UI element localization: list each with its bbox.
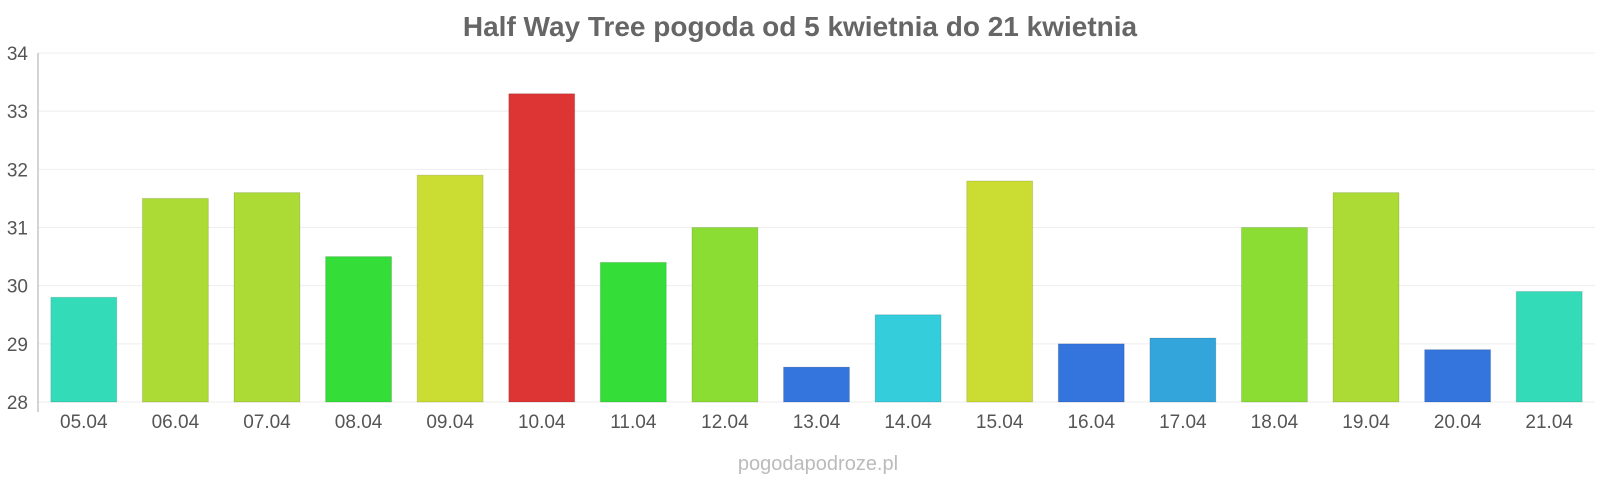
bar-20.04 bbox=[1424, 349, 1492, 403]
y-tick-label: 31 bbox=[7, 219, 28, 240]
bar-21.04 bbox=[1515, 290, 1583, 403]
x-tick-label: 16.04 bbox=[1067, 412, 1115, 433]
x-tick-label: 20.04 bbox=[1434, 412, 1482, 433]
bars bbox=[50, 93, 1583, 403]
x-tick-label: 05.04 bbox=[60, 412, 108, 433]
bar-17.04 bbox=[1149, 337, 1217, 403]
y-tick-label: 28 bbox=[7, 393, 28, 414]
bar-11.04 bbox=[599, 261, 667, 403]
bar-08.04 bbox=[325, 256, 393, 403]
bar-18.04 bbox=[1240, 227, 1308, 403]
bar-14.04 bbox=[874, 314, 942, 403]
x-tick-label: 10.04 bbox=[518, 412, 566, 433]
x-tick-label: 12.04 bbox=[701, 412, 749, 433]
x-tick-label: 18.04 bbox=[1251, 412, 1299, 433]
chart-title: Half Way Tree pogoda od 5 kwietnia do 21… bbox=[463, 11, 1138, 42]
y-tick-label: 33 bbox=[7, 102, 28, 123]
y-tick-label: 30 bbox=[7, 277, 28, 298]
x-axis-ticks: 05.04 06.04 07.04 08.04 09.04 10.04 11.04 12.04… bbox=[60, 412, 1573, 433]
x-tick-label: 14.04 bbox=[884, 412, 932, 433]
x-tick-label: 08.04 bbox=[335, 412, 383, 433]
y-tick-label: 32 bbox=[7, 160, 28, 181]
bar-09.04 bbox=[416, 174, 484, 403]
bar-12.04 bbox=[691, 227, 759, 403]
bar-16.04 bbox=[1057, 343, 1125, 403]
bar-07.04 bbox=[233, 192, 301, 403]
x-tick-label: 19.04 bbox=[1342, 412, 1390, 433]
bar-15.04 bbox=[966, 180, 1034, 403]
site-credit: pogodapodroze.pl bbox=[738, 453, 898, 475]
y-axis-ticks: 28 29 30 31 32 33 34 bbox=[7, 44, 29, 414]
x-tick-label: 07.04 bbox=[243, 412, 291, 433]
bar-05.04 bbox=[50, 296, 118, 403]
bar-13.04 bbox=[783, 366, 850, 403]
bar-06.04 bbox=[141, 197, 209, 403]
x-tick-label: 13.04 bbox=[793, 412, 841, 433]
x-tick-label: 06.04 bbox=[152, 412, 200, 433]
x-tick-label: 21.04 bbox=[1525, 412, 1573, 433]
x-tick-label: 15.04 bbox=[976, 412, 1024, 433]
bar-19.04 bbox=[1332, 192, 1400, 403]
y-tick-label: 29 bbox=[7, 335, 28, 356]
bar-10.04 bbox=[508, 93, 576, 403]
x-tick-label: 11.04 bbox=[610, 412, 657, 433]
x-tick-label: 09.04 bbox=[426, 412, 474, 433]
x-tick-label: 17.04 bbox=[1159, 412, 1207, 433]
y-tick-label: 34 bbox=[7, 44, 29, 65]
